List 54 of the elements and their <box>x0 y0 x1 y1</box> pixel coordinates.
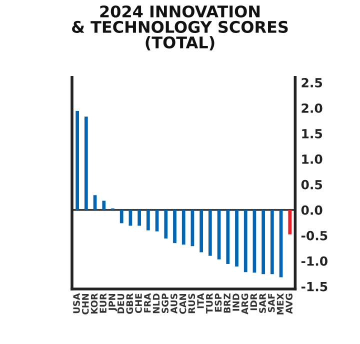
bar <box>93 195 97 210</box>
y-tick-label: 1.0 <box>302 154 322 164</box>
x-tick-label: ESP <box>214 293 222 312</box>
x-tick-label: DEU <box>118 294 124 314</box>
bar <box>120 210 124 224</box>
x-tick-label: CAN <box>179 294 186 314</box>
x-tick-label: AUS <box>170 294 178 314</box>
x-tick-label: IDR <box>250 293 257 310</box>
y-tick-label: 0.0 <box>301 205 322 215</box>
bar <box>102 200 106 210</box>
bar <box>244 210 248 272</box>
y-tick-label: 1.5 <box>302 129 322 138</box>
x-tick-label: GBR <box>126 293 134 314</box>
bar <box>288 210 292 234</box>
x-tick-label: KOR <box>90 293 98 314</box>
bar <box>164 210 168 238</box>
chart-title: 2024 INNOVATION & TECHNOLOGY SCORES (TOTAL) <box>72 5 288 50</box>
x-tick-label: TUR <box>206 293 213 314</box>
x-tick-label: AVG <box>286 294 293 314</box>
x-tick-label: RUS <box>188 294 196 314</box>
x-tick-label: EUR <box>100 293 107 313</box>
y-tick-label: -1.5 <box>301 282 328 292</box>
bar <box>173 210 176 244</box>
x-tick-label: ITA <box>197 293 204 308</box>
x-tick-label: JPN <box>108 294 118 312</box>
bar <box>138 210 141 226</box>
y-tick-label: 2.5 <box>302 78 322 88</box>
x-tick-label: SAR <box>259 293 266 313</box>
x-tick-label: SGP <box>162 293 169 314</box>
x-tick-label: CHE <box>135 294 142 314</box>
bar <box>182 210 186 245</box>
y-tick-label: 2.0 <box>302 103 322 113</box>
x-tick-label: CHN <box>82 294 89 314</box>
bar <box>270 210 274 274</box>
bar <box>76 111 79 210</box>
bar <box>84 116 88 210</box>
bar <box>208 210 212 256</box>
x-tick-label: BRZ <box>224 294 230 313</box>
x-tick-label: NLD <box>152 294 160 314</box>
y-tick-label: 0.5 <box>301 180 322 190</box>
x-tick-label: ARG <box>241 294 248 314</box>
y-tick-label: -0.5 <box>301 230 328 240</box>
bar <box>146 210 150 230</box>
bar <box>226 210 230 264</box>
y-tick-label: -1.0 <box>301 256 328 266</box>
x-tick-label: FRA <box>144 293 151 312</box>
bar <box>200 210 203 252</box>
x-tick-label: USA <box>73 293 80 314</box>
bar <box>235 210 238 267</box>
x-tick-label: IND <box>232 294 240 311</box>
x-tick-label: SAF <box>268 294 275 312</box>
bar <box>155 210 159 232</box>
x-tick-label: MEX <box>276 293 284 314</box>
bar <box>262 210 265 274</box>
